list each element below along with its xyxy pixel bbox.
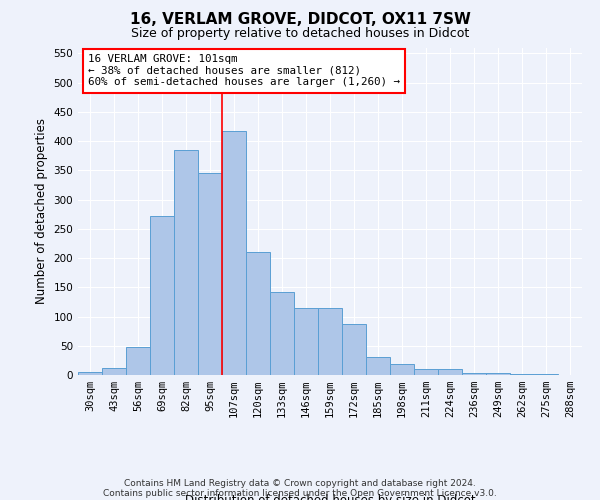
Bar <box>78 372 102 375</box>
Bar <box>510 374 534 375</box>
Bar <box>534 374 558 375</box>
Bar <box>174 150 198 375</box>
Bar <box>462 373 486 375</box>
Bar <box>270 292 294 375</box>
Bar <box>294 308 318 375</box>
Bar <box>342 324 366 375</box>
Bar <box>486 373 510 375</box>
Bar <box>246 252 270 375</box>
Bar <box>222 130 246 375</box>
Bar <box>366 358 390 375</box>
Bar <box>198 173 222 375</box>
Bar <box>438 369 462 375</box>
Bar <box>414 369 438 375</box>
X-axis label: Distribution of detached houses by size in Didcot: Distribution of detached houses by size … <box>185 494 475 500</box>
Bar <box>126 347 150 375</box>
Text: Contains public sector information licensed under the Open Government Licence v3: Contains public sector information licen… <box>103 488 497 498</box>
Bar <box>102 368 126 375</box>
Bar <box>318 308 342 375</box>
Y-axis label: Number of detached properties: Number of detached properties <box>35 118 48 304</box>
Bar <box>390 364 414 375</box>
Bar <box>150 216 174 375</box>
Text: Contains HM Land Registry data © Crown copyright and database right 2024.: Contains HM Land Registry data © Crown c… <box>124 478 476 488</box>
Text: 16, VERLAM GROVE, DIDCOT, OX11 7SW: 16, VERLAM GROVE, DIDCOT, OX11 7SW <box>130 12 470 28</box>
Text: 16 VERLAM GROVE: 101sqm
← 38% of detached houses are smaller (812)
60% of semi-d: 16 VERLAM GROVE: 101sqm ← 38% of detache… <box>88 54 400 87</box>
Text: Size of property relative to detached houses in Didcot: Size of property relative to detached ho… <box>131 28 469 40</box>
